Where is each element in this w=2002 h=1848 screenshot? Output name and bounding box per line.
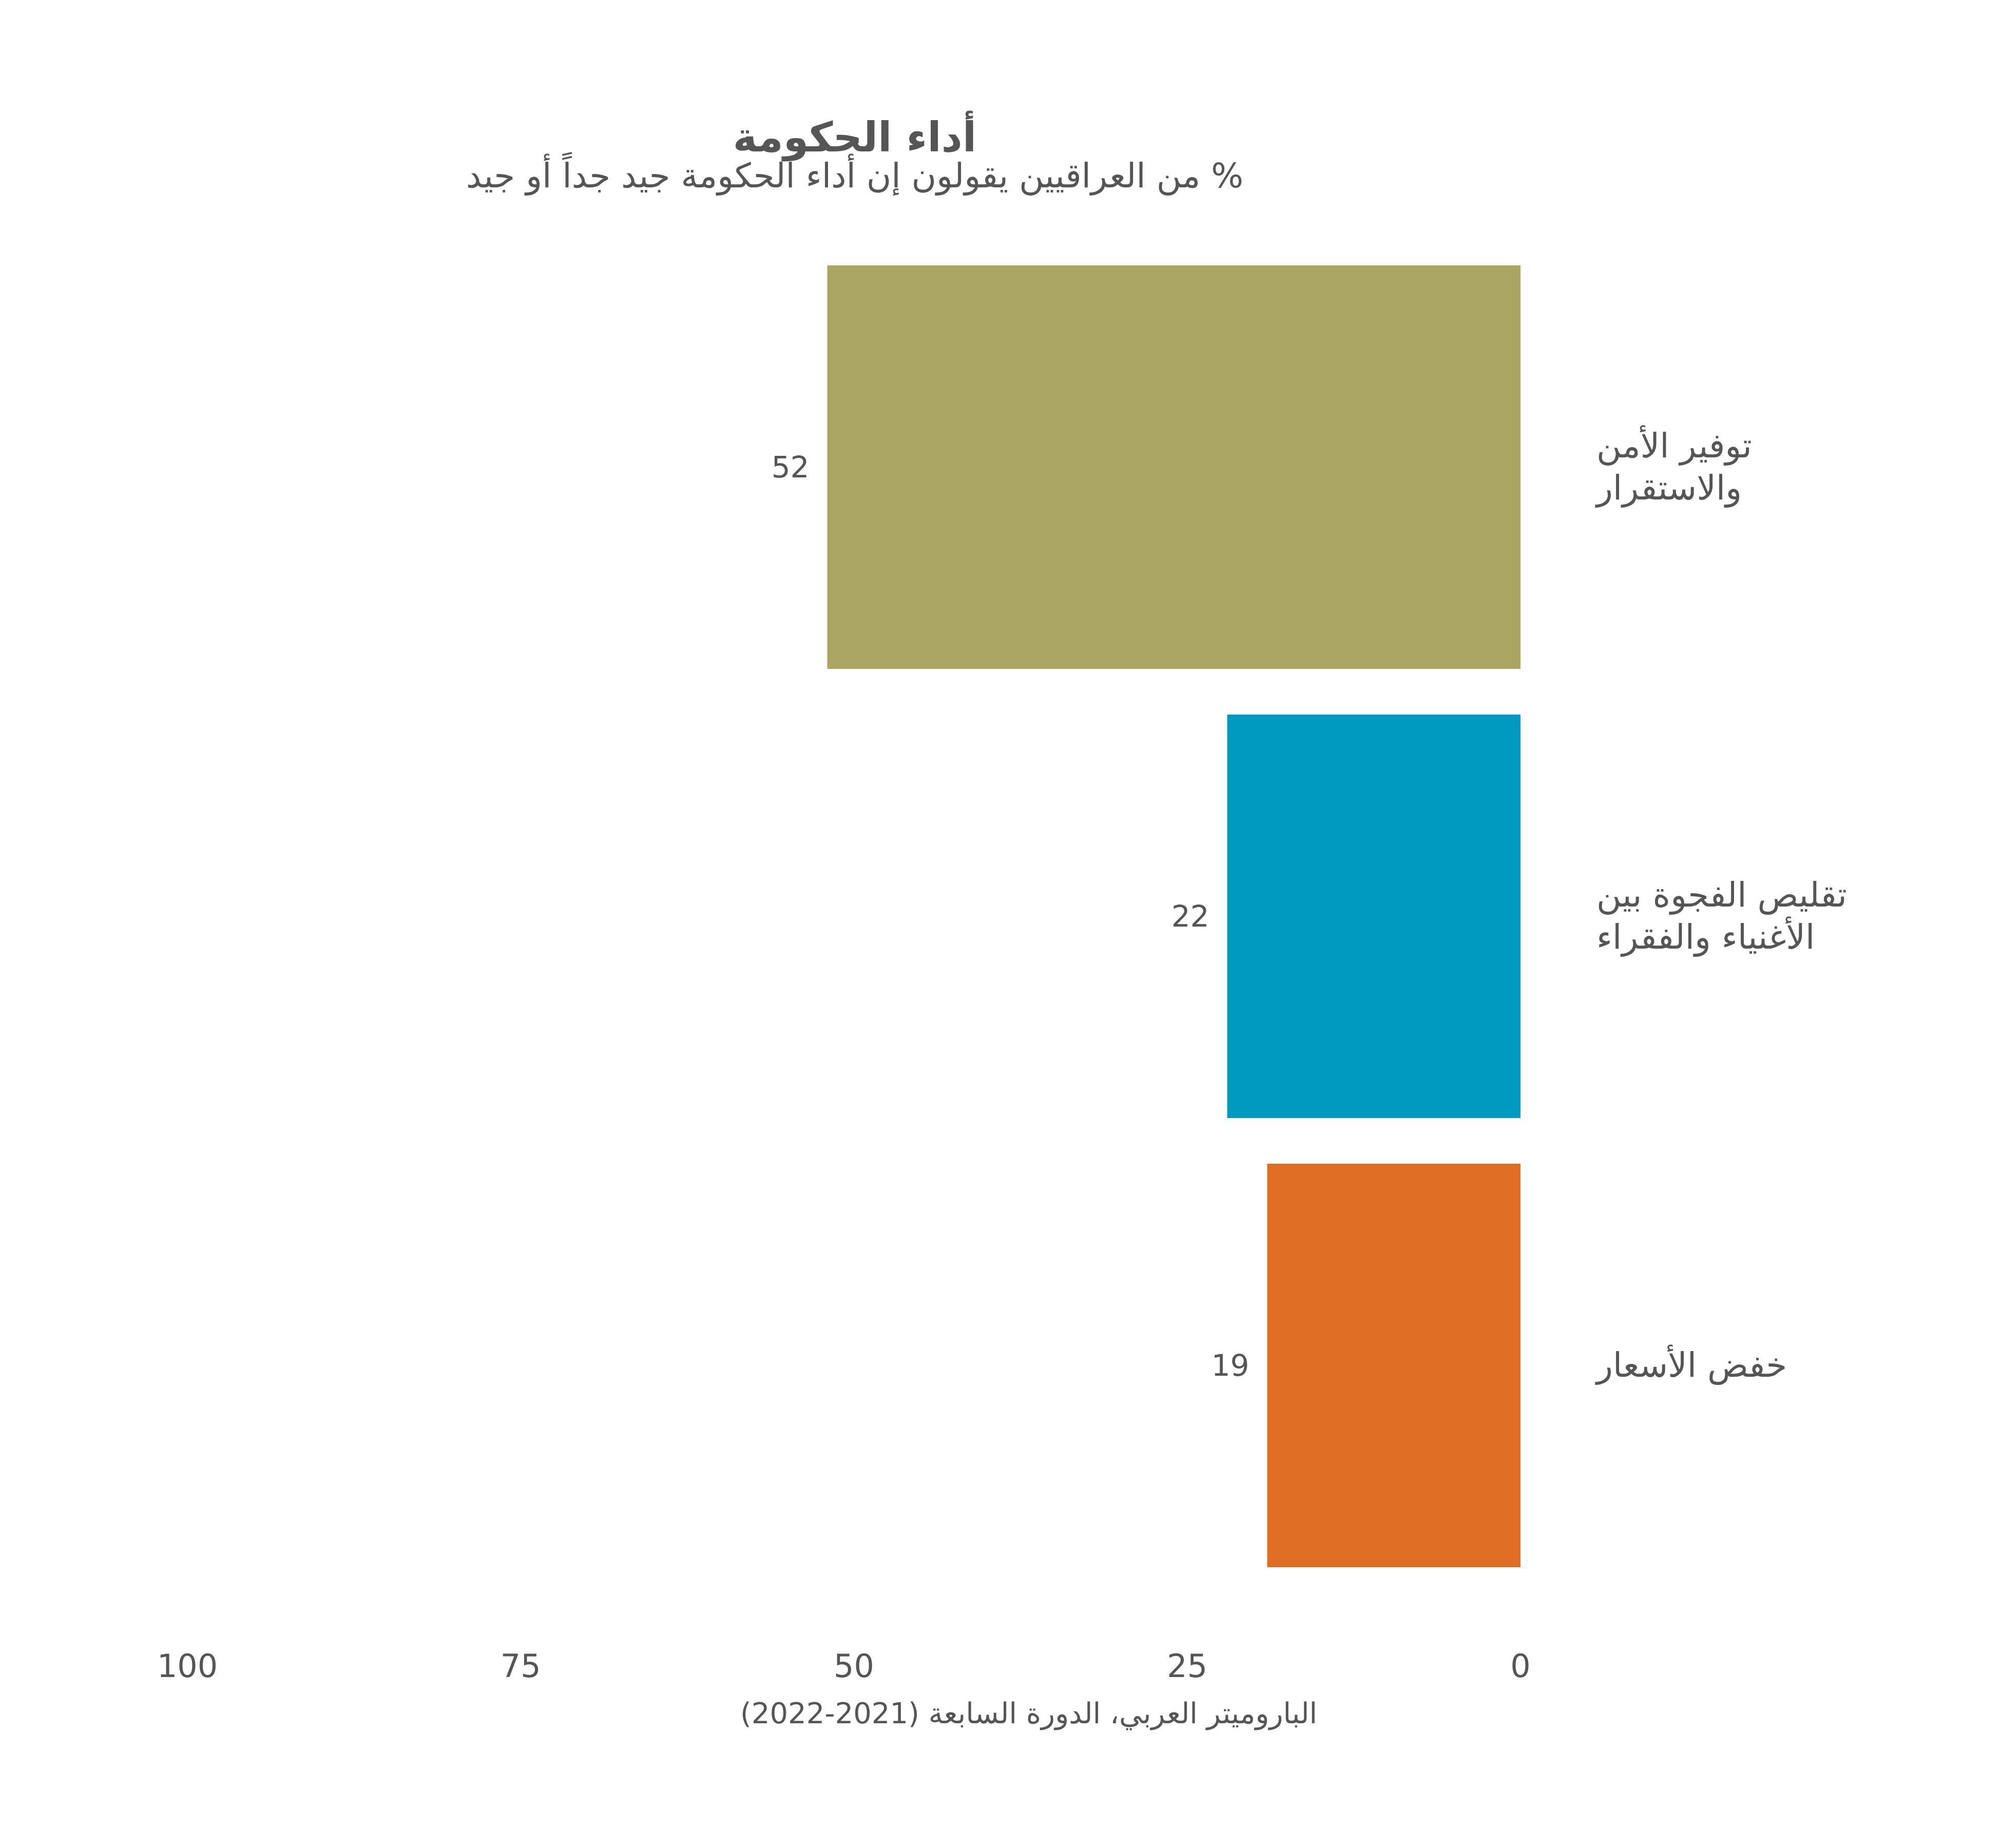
value-label-1: 22	[1171, 899, 1209, 934]
bar-2	[1267, 1164, 1520, 1567]
x-tick-label-1: 25	[1167, 1647, 1207, 1685]
category-label-0-0: توفير الأمن	[1596, 425, 1752, 466]
category-label-2-0: خفض الأسعار	[1595, 1344, 1787, 1385]
value-label-0: 52	[772, 450, 810, 485]
bar-0	[827, 265, 1520, 669]
x-axis-ticks: 0 25 50 75 100	[157, 1647, 1531, 1685]
category-label-1-1: الأغنياء والفقراء	[1596, 916, 1815, 957]
x-tick-label-3: 75	[500, 1647, 541, 1685]
bar-1	[1227, 715, 1520, 1118]
chart-title: أداء الحكومة	[733, 111, 977, 162]
category-label-1-0: تقليص الفجوة بين	[1596, 875, 1847, 915]
chart-subtitle: % من العراقيين يقولون إن أداء الحكومة جي…	[466, 151, 1243, 196]
x-tick-label-0: 0	[1510, 1647, 1530, 1685]
x-tick-label-4: 100	[157, 1647, 218, 1685]
source-note: الباروميتر العربي، الدورة السابعة (2021-…	[740, 1697, 1317, 1730]
x-tick-label-2: 50	[834, 1647, 874, 1685]
value-label-2: 19	[1211, 1348, 1249, 1383]
category-label-0-1: والاستقرار	[1595, 468, 1742, 508]
